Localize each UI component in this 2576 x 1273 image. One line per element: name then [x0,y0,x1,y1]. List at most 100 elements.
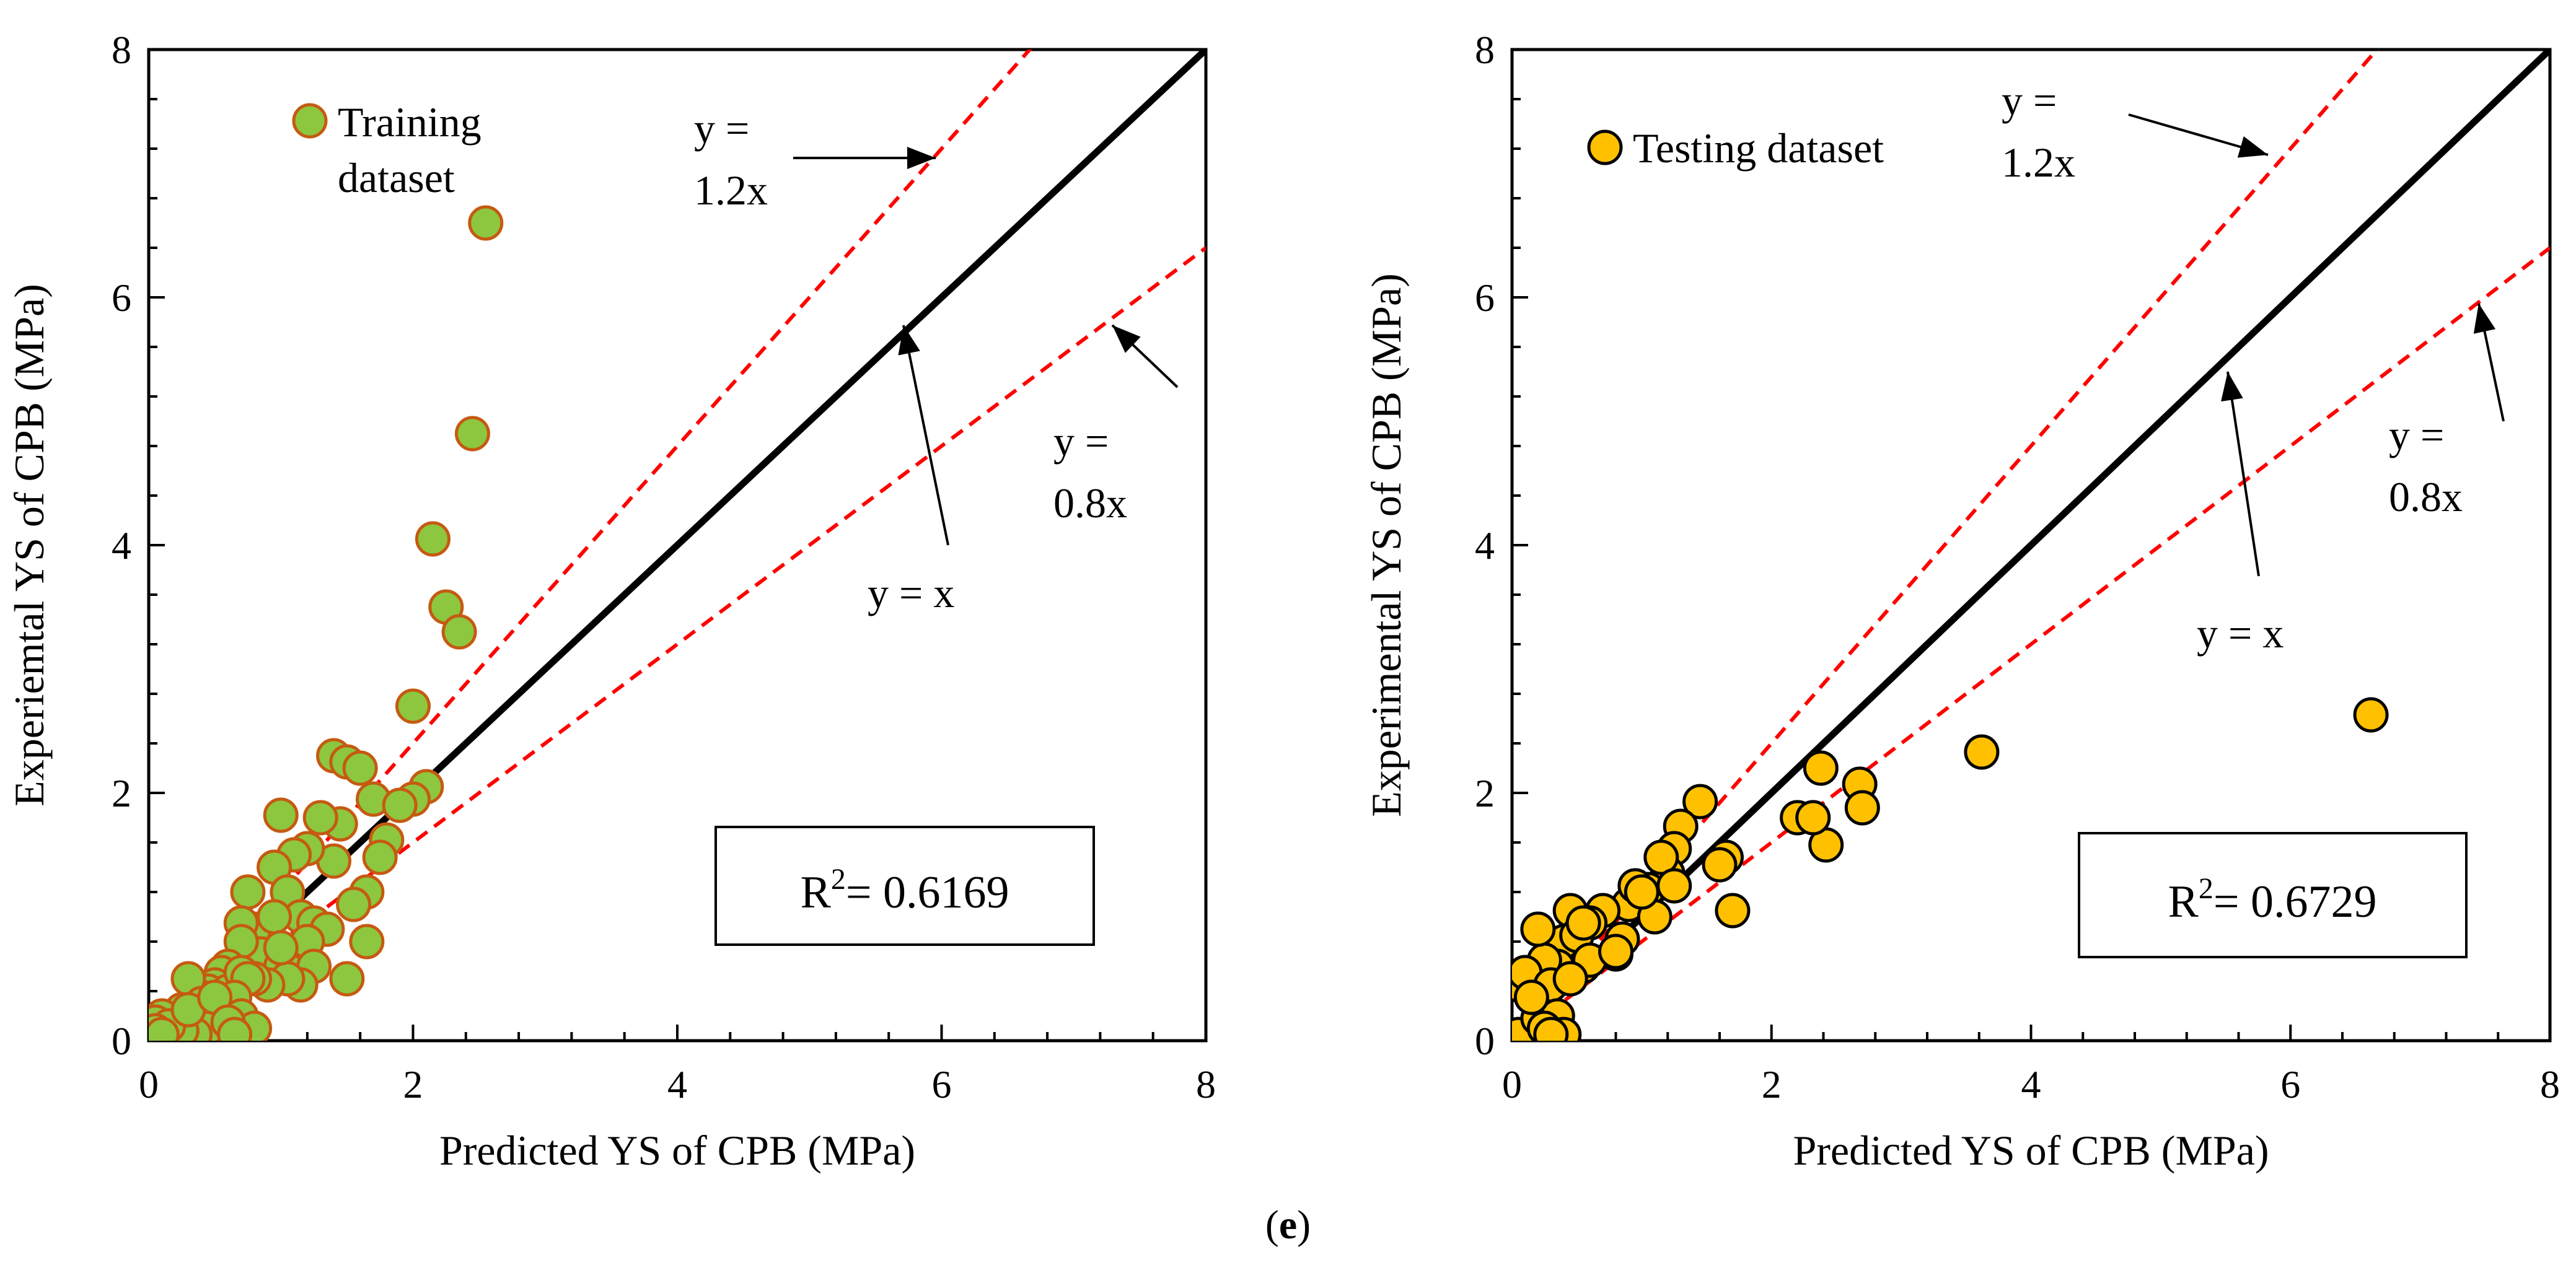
x-tick-label: 4 [667,1062,687,1106]
data-point [1598,934,1633,969]
data-point [257,899,292,935]
y-tick-label: 4 [1475,523,1495,567]
annotation-arrow-shaft [2227,371,2260,577]
legend-label: dataset [338,154,455,201]
data-point [441,614,477,650]
annotation-arrow-head [1112,325,1141,353]
x-tick-label: 0 [139,1062,159,1106]
caption-close: ) [1297,1202,1311,1248]
testing-scatter-chart: 0 2 4 6 8 0 2 4 6 8 Predicted YS of CPB (MPa) Exper… [1363,28,2560,1174]
data-point [1513,979,1549,1015]
r2-value: = 0.6169 [846,867,1009,918]
line-label: y = x [868,569,954,616]
data-point [1795,800,1831,836]
data-point [454,416,490,452]
reference-line-y-0_8x [1512,246,2550,1041]
data-point [1844,790,1880,826]
annotation-arrow-head [2473,304,2496,334]
x-tick-label: 0 [1502,1062,1522,1106]
x-axis-title: Predicted YS of CPB (MPa) [1793,1127,2269,1174]
data-point [415,521,451,557]
line-label: 0.8x [1053,479,1127,527]
y-tick-label: 6 [1475,276,1495,320]
y-tick-label: 8 [1475,28,1495,72]
x-tick-label: 6 [2280,1062,2300,1106]
data-point [1682,784,1718,820]
line-label: 1.2x [694,167,768,214]
x-tick-label: 2 [1762,1062,1782,1106]
data-point [336,886,372,922]
r2-label: R2= 0.6729 [2168,872,2376,927]
data-point [395,688,431,724]
r2-superscript: 2 [831,863,846,896]
data-point [349,924,385,960]
y-axis-title: Experiemtal YS of CPB (MPa) [6,284,53,807]
annotation-arrow-shaft [902,325,949,546]
training-scatter-chart: 0 2 4 6 8 0 2 4 6 8 Predicted YS of CPB (MPa) Exper… [6,28,1216,1174]
data-point [1656,868,1692,904]
reference-line-y-1_2x [1512,50,2380,1041]
data-point [2353,697,2389,733]
data-point [263,930,299,966]
r2-box [2078,832,2468,958]
x-tick-label: 8 [1196,1062,1216,1106]
data-point [1702,847,1738,883]
reference-line-y-0_8x [149,246,1206,1041]
x-tick-label: 4 [2021,1062,2041,1106]
y-tick-label: 4 [112,523,131,567]
y-tick-label: 6 [112,276,131,320]
x-axis-title: Predicted YS of CPB (MPa) [439,1127,915,1174]
data-point [1715,893,1751,929]
line-label: 0.8x [2389,473,2463,520]
annotation-arrow-head [907,147,936,169]
data-point [302,800,338,836]
legend-marker [292,103,328,139]
y-tick-label: 0 [1475,1019,1495,1063]
data-point [230,874,266,910]
data-point [1520,911,1556,947]
x-tick-label: 2 [403,1062,423,1106]
line-label: y = [2002,77,2057,124]
data-point [1803,750,1839,786]
r2-label: R2= 0.6169 [800,863,1009,918]
testing-chart-panel: 0 2 4 6 8 0 2 4 6 8 Predicted YS of CPB (MPa) Exper… [1357,0,2576,1214]
y-tick-label: 2 [1475,771,1495,815]
figure-caption: (e) [0,1202,2576,1249]
data-point [217,1017,253,1041]
y-tick-label: 8 [112,28,131,72]
data-point [1552,961,1588,997]
y-tick-label: 0 [112,1019,131,1063]
r2-prefix: R [800,867,831,918]
legend-marker [1587,129,1623,165]
data-point [342,750,378,786]
r2-value: = 0.6729 [2213,877,2377,927]
caption-label: e [1278,1202,1298,1248]
data-point [382,787,418,823]
data-point [362,839,398,875]
data-point [1533,1017,1569,1041]
annotation-arrow-head [2237,136,2268,158]
line-label: y = [1053,418,1109,465]
annotation-arrow-head [898,325,920,356]
r2-box [714,826,1095,946]
legend-label: Testing dataset [1633,125,1884,172]
line-label: 1.2x [2002,139,2075,186]
line-label: y = x [2197,610,2284,657]
data-point [468,205,504,241]
plot-area [149,50,1206,1041]
y-tick-label: 2 [112,771,131,815]
x-tick-label: 6 [932,1062,952,1106]
line-label: y = [2389,411,2444,458]
r2-prefix: R [2168,877,2199,927]
plot-area [1512,50,2550,1041]
data-point [1565,905,1601,941]
annotation-arrow-head [2221,372,2243,402]
data-point [329,961,365,997]
line-label: y = [694,105,749,152]
x-tick-label: 8 [2540,1062,2560,1106]
legend-label: Training [338,98,481,146]
r2-superscript: 2 [2199,872,2213,905]
data-point [1643,839,1679,875]
data-point [263,797,299,833]
